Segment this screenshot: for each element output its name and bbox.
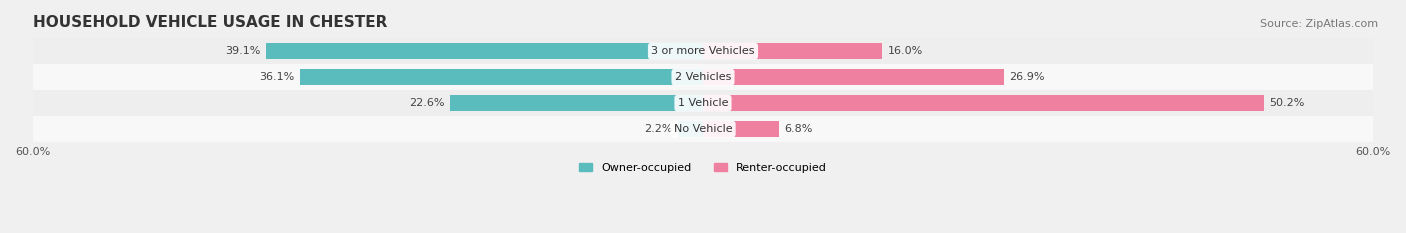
Text: 39.1%: 39.1%: [225, 46, 260, 56]
Bar: [266, 43, 703, 59]
Bar: [703, 69, 1004, 85]
Text: 36.1%: 36.1%: [259, 72, 294, 82]
Text: No Vehicle: No Vehicle: [673, 124, 733, 134]
Text: 6.8%: 6.8%: [785, 124, 813, 134]
Text: 1 Vehicle: 1 Vehicle: [678, 98, 728, 108]
Bar: [299, 69, 703, 85]
Bar: [450, 95, 703, 111]
Text: HOUSEHOLD VEHICLE USAGE IN CHESTER: HOUSEHOLD VEHICLE USAGE IN CHESTER: [32, 15, 387, 30]
Bar: [703, 95, 1264, 111]
Text: 2.2%: 2.2%: [644, 124, 673, 134]
Bar: [32, 38, 1374, 64]
Bar: [703, 43, 882, 59]
Text: Source: ZipAtlas.com: Source: ZipAtlas.com: [1260, 19, 1378, 29]
Legend: Owner-occupied, Renter-occupied: Owner-occupied, Renter-occupied: [579, 163, 827, 173]
Text: 22.6%: 22.6%: [409, 98, 444, 108]
Text: 26.9%: 26.9%: [1010, 72, 1045, 82]
Text: 16.0%: 16.0%: [887, 46, 922, 56]
Bar: [703, 121, 779, 137]
Bar: [32, 116, 1374, 142]
Text: 2 Vehicles: 2 Vehicles: [675, 72, 731, 82]
Bar: [32, 64, 1374, 90]
Bar: [32, 90, 1374, 116]
Text: 3 or more Vehicles: 3 or more Vehicles: [651, 46, 755, 56]
Bar: [679, 121, 703, 137]
Text: 50.2%: 50.2%: [1270, 98, 1305, 108]
